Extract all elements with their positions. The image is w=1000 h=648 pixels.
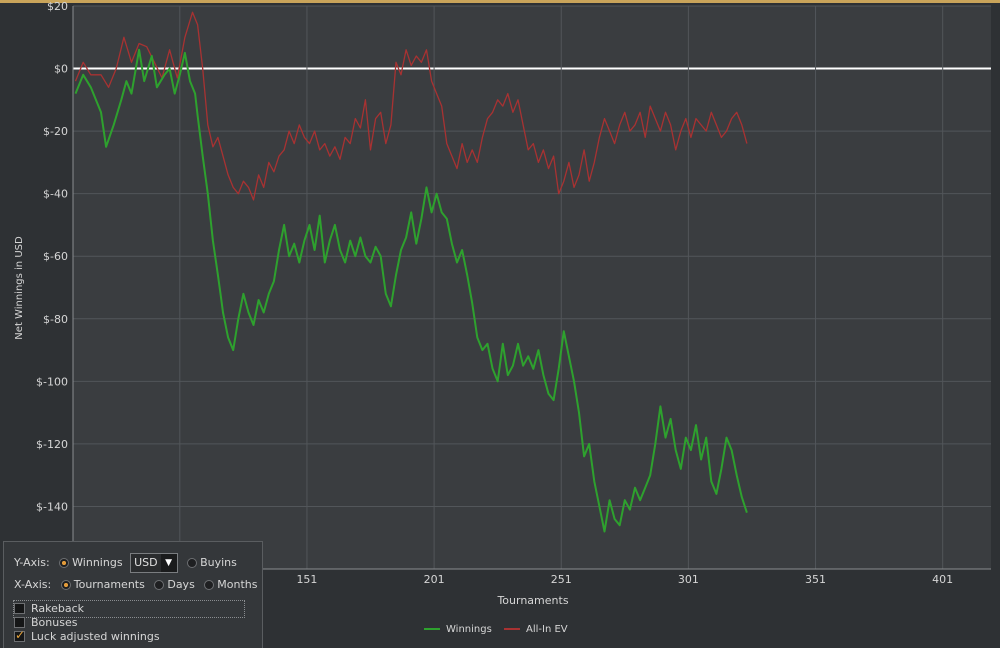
radio-buyins-label[interactable]: Buyins (200, 556, 237, 569)
radio-days-label[interactable]: Days (167, 578, 195, 591)
radio-winnings-label[interactable]: Winnings (72, 556, 123, 569)
chevron-down-icon[interactable]: ▼ (160, 554, 177, 572)
series-line-winnings (74, 48, 748, 533)
radio-tournaments-label[interactable]: Tournaments (73, 578, 145, 591)
x-axis-ticks: 101151201251301351401 (169, 573, 953, 586)
y-axis-label: Y-Axis: (14, 556, 50, 569)
y-tick-label: $-140 (36, 500, 68, 513)
y-tick-label: $-120 (36, 438, 68, 451)
legend-item-allin-ev: All-In EV (504, 624, 568, 635)
plot-area (73, 6, 991, 569)
radio-months[interactable] (204, 580, 215, 590)
legend-swatch-winnings (424, 628, 440, 630)
x-tick-label: 201 (424, 573, 445, 586)
rakeback-checkbox-row[interactable]: Rakeback (13, 600, 245, 618)
series-line-allin-ev (74, 11, 748, 201)
x-axis-title: Tournaments (496, 594, 568, 607)
y-tick-label: $20 (47, 0, 68, 13)
radio-buyins[interactable] (187, 558, 198, 568)
rakeback-label[interactable]: Rakeback (31, 602, 85, 615)
legend-item-winnings: Winnings (424, 624, 492, 635)
x-axis-row: X-Axis: Tournaments Days Months (14, 577, 258, 593)
currency-select-value: USD (134, 556, 158, 569)
legend-label-winnings: Winnings (446, 624, 492, 635)
chart-series (74, 11, 748, 533)
y-tick-label: $-80 (43, 313, 68, 326)
y-axis-title: Net Winnings in USD (14, 236, 25, 340)
x-tick-label: 401 (932, 573, 953, 586)
chart-grid (72, 5, 991, 570)
luck-adjusted-checkbox[interactable] (14, 627, 25, 643)
radio-months-label[interactable]: Months (217, 578, 258, 591)
graph-options-panel: Y-Axis: Winnings USD ▼ Buyins X-Axis: Tou… (3, 541, 263, 648)
y-axis-ticks: $20 $0 $-20 $-40 $-60 $-80 $-100 $-120 $-140 (36, 0, 68, 513)
y-tick-label: $-20 (43, 125, 68, 138)
rakeback-checkbox[interactable] (14, 603, 25, 614)
x-tick-label: 301 (678, 573, 699, 586)
currency-select[interactable]: USD ▼ (130, 553, 178, 573)
luck-adjusted-checkbox-row[interactable]: Luck adjusted winnings (14, 627, 160, 645)
window-top-border (0, 0, 1000, 3)
y-tick-label: $-100 (36, 375, 68, 388)
x-tick-label: 151 (296, 573, 317, 586)
y-tick-label: $-40 (43, 188, 68, 201)
x-tick-label: 251 (551, 573, 572, 586)
radio-days[interactable] (154, 580, 165, 590)
radio-tournaments[interactable] (60, 580, 71, 590)
y-tick-label: $0 (54, 63, 68, 76)
x-tick-label: 351 (805, 573, 826, 586)
x-axis-label: X-Axis: (14, 578, 52, 591)
luck-adjusted-label[interactable]: Luck adjusted winnings (31, 630, 160, 643)
y-axis-row: Y-Axis: Winnings USD ▼ Buyins (14, 553, 237, 573)
legend-swatch-allin-ev (504, 628, 520, 630)
bonuses-label[interactable]: Bonuses (31, 616, 78, 629)
y-tick-label: $-60 (43, 250, 68, 263)
radio-winnings[interactable] (59, 558, 70, 568)
legend-label-allin-ev: All-In EV (526, 624, 568, 635)
